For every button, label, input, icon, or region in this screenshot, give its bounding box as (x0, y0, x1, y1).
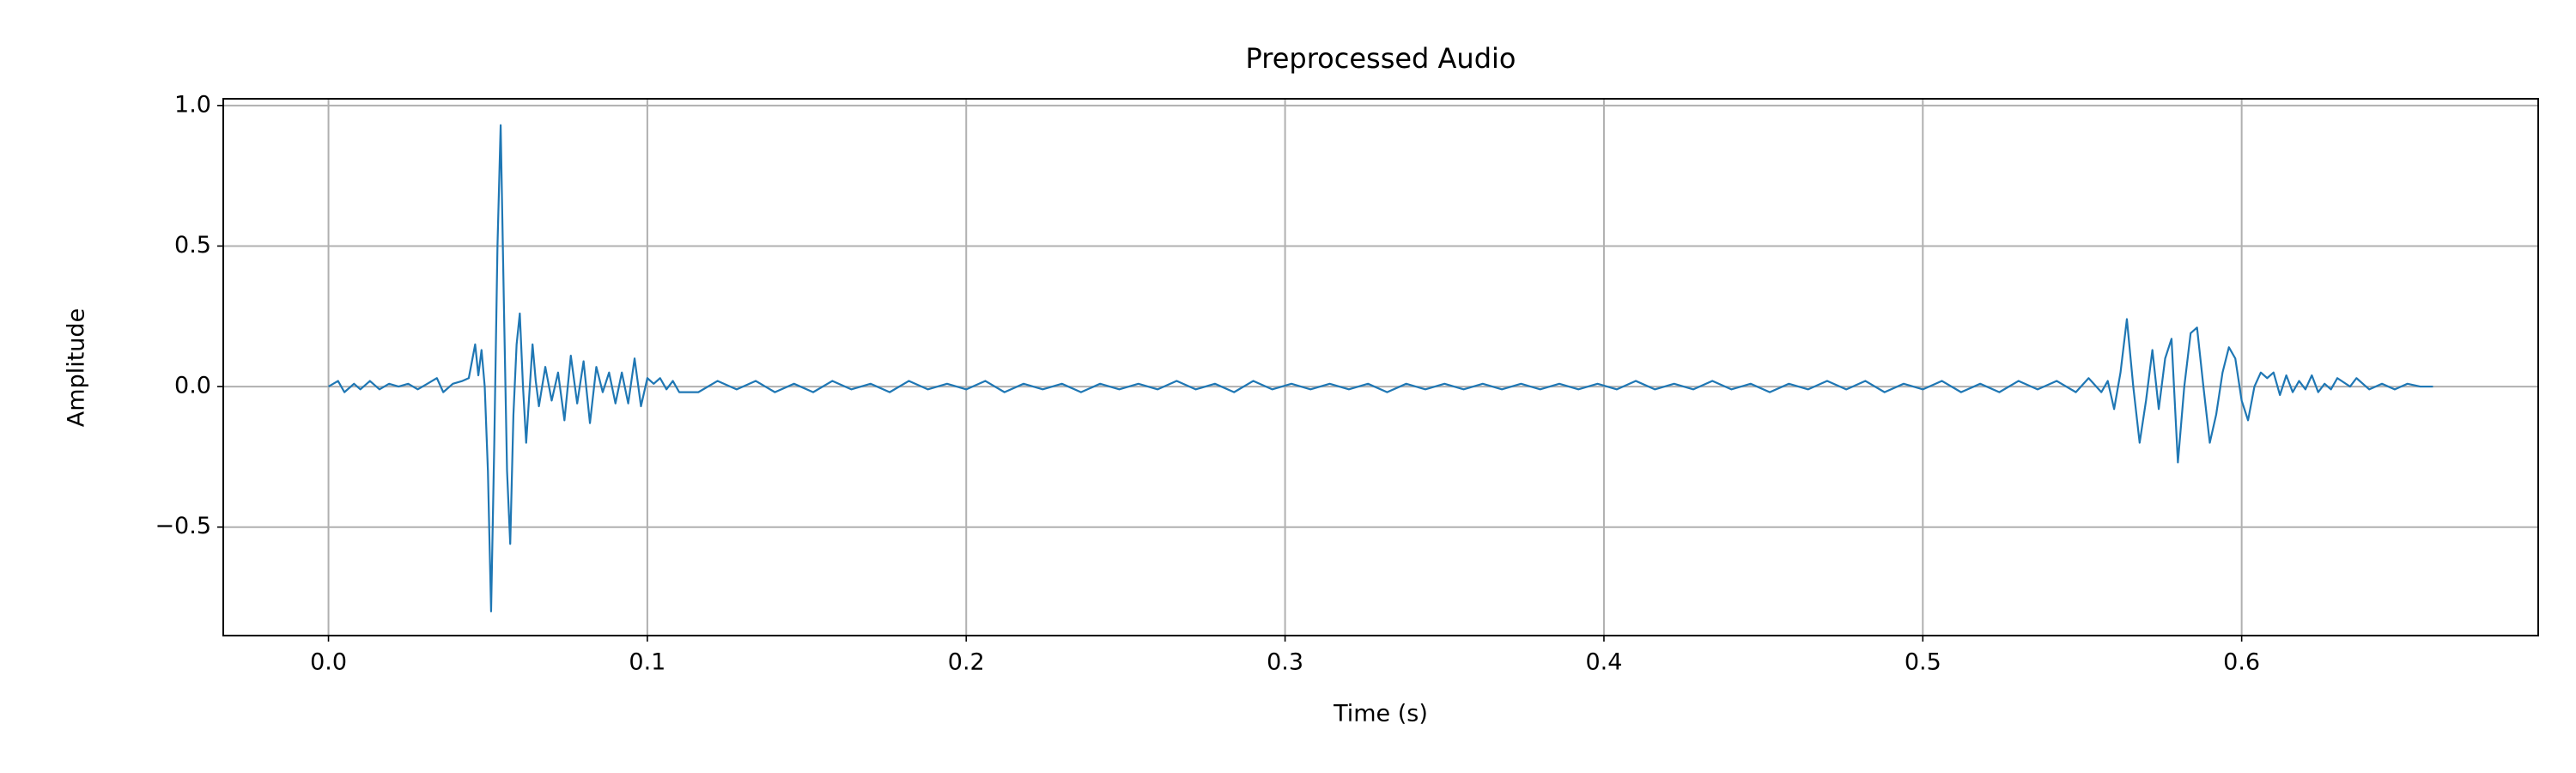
x-tick-label: 0.2 (948, 649, 985, 676)
y-tick-label: −0.5 (155, 513, 211, 539)
x-tick-label: 0.3 (1267, 649, 1303, 676)
y-tick-label: 1.0 (174, 91, 211, 118)
x-tick-label: 0.1 (629, 649, 665, 676)
waveform-line (327, 124, 2433, 612)
x-tick-label: 0.6 (2223, 649, 2260, 676)
x-axis-label: Time (s) (1333, 701, 1428, 727)
y-tick-label: 0.0 (174, 373, 211, 399)
x-tick-label: 0.4 (1585, 649, 1622, 676)
y-tick-label: 0.5 (174, 232, 211, 259)
y-axis-label: Amplitude (64, 308, 90, 427)
x-tick-label: 0.0 (310, 649, 347, 676)
plot-frame (222, 98, 2539, 636)
chart-title: Preprocessed Audio (1246, 42, 1516, 75)
x-tick-label: 0.5 (1905, 649, 1941, 676)
